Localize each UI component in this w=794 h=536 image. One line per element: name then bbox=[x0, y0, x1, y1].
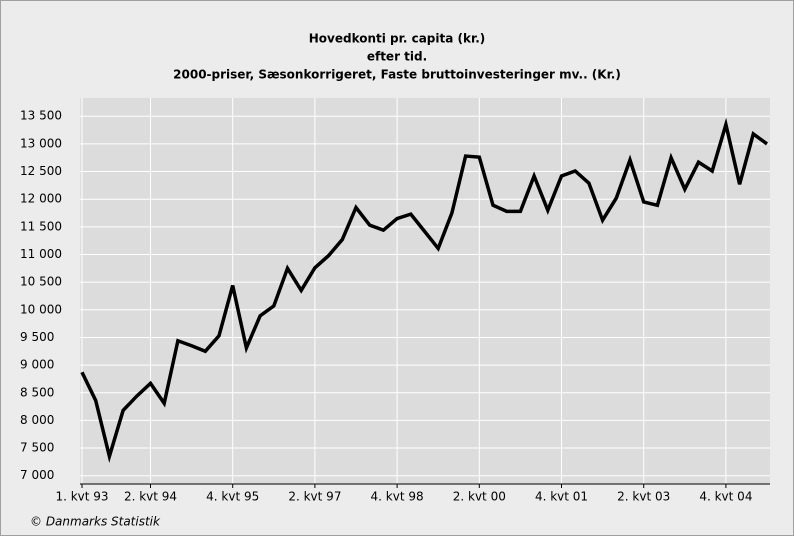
chart-title: efter tid. bbox=[367, 50, 427, 64]
x-tick-label: 2. kvt 97 bbox=[288, 490, 341, 504]
y-tick-label: 9 000 bbox=[20, 358, 54, 372]
y-tick-label: 7 000 bbox=[20, 468, 54, 482]
x-tick-label: 2. kvt 00 bbox=[453, 490, 506, 504]
y-tick-label: 13 500 bbox=[20, 109, 62, 123]
x-tick-label: 4. kvt 01 bbox=[535, 490, 588, 504]
y-tick-label: 12 000 bbox=[20, 192, 62, 206]
y-tick-label: 12 500 bbox=[20, 164, 62, 178]
x-tick-label: 4. kvt 98 bbox=[371, 490, 424, 504]
y-tick-label: 8 500 bbox=[20, 385, 54, 399]
x-tick-label: 2. kvt 94 bbox=[124, 490, 177, 504]
x-tick-label: 4. kvt 95 bbox=[206, 490, 259, 504]
y-tick-label: 10 000 bbox=[20, 302, 62, 316]
chart-title: 2000-priser, Sæsonkorrigeret, Faste brut… bbox=[173, 68, 621, 82]
x-tick-label: 1. kvt 93 bbox=[55, 490, 108, 504]
y-tick-label: 8 000 bbox=[20, 413, 54, 427]
y-tick-label: 7 500 bbox=[20, 441, 54, 455]
y-tick-label: 13 000 bbox=[20, 136, 62, 150]
y-tick-label: 10 500 bbox=[20, 275, 62, 289]
line bbox=[80, 117, 769, 464]
source: © Danmarks Statistik bbox=[30, 515, 161, 529]
y-tick-label: 11 000 bbox=[20, 247, 62, 261]
chart-title: Hovedkonti pr. capita (kr.) bbox=[309, 32, 485, 46]
plot-area bbox=[80, 98, 770, 484]
x-tick-label: 2. kvt 03 bbox=[617, 490, 670, 504]
y-tick-label: 11 500 bbox=[20, 219, 62, 233]
x-tick-label: 4. kvt 04 bbox=[699, 490, 752, 504]
y-tick-label: 9 500 bbox=[20, 330, 54, 344]
